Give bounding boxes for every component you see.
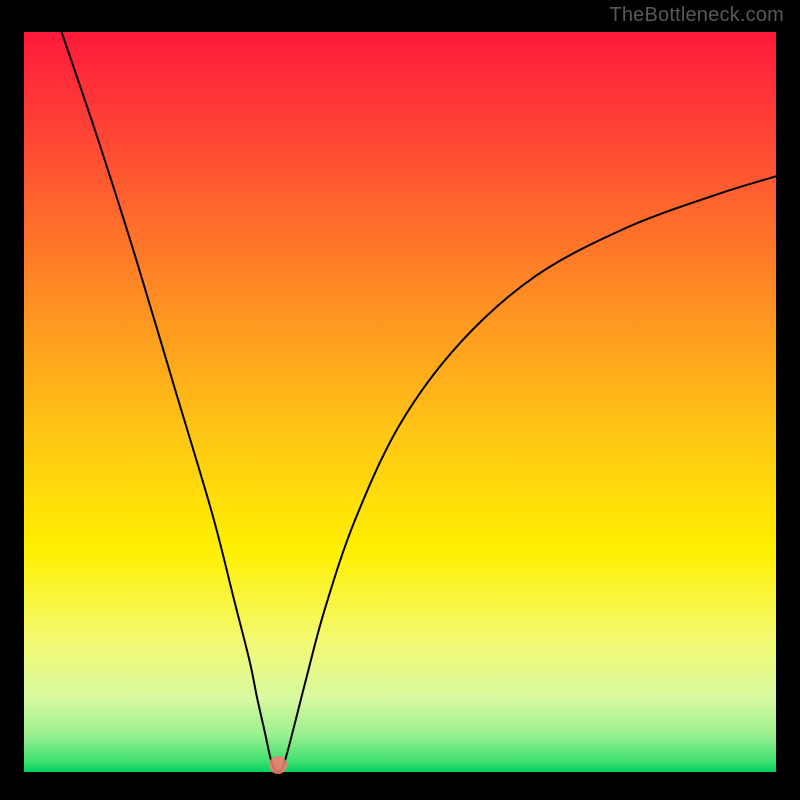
bottleneck-curve: [24, 32, 776, 772]
plot-area: [24, 32, 776, 772]
optimal-point-marker: [269, 756, 287, 774]
watermark-text: TheBottleneck.com: [609, 4, 784, 27]
